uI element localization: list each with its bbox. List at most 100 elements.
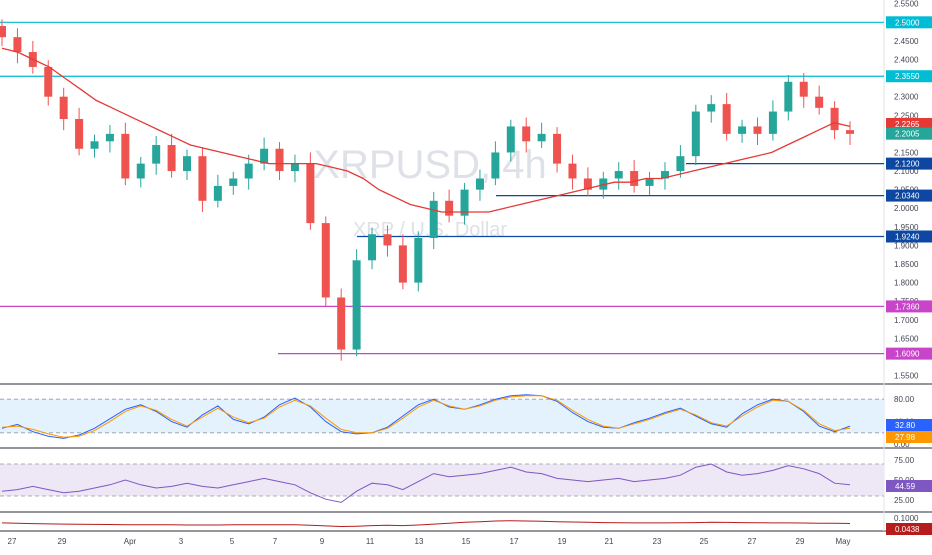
time-axis[interactable]: 27 29 Apr 3 5 7 9 11 13 15 17 19 21 23 25 27 29 May [8, 537, 851, 546]
candle-body [475, 178, 484, 190]
candle-body [630, 171, 639, 186]
indicator-band-fill [0, 464, 884, 496]
time-tick-label: 21 [605, 537, 614, 546]
candle-body [275, 148, 284, 172]
candle-body [0, 26, 6, 38]
candle-body [167, 145, 176, 172]
candle-body [244, 163, 253, 179]
price-tick-label: 1.8500 [894, 260, 919, 269]
candle-body [568, 163, 577, 179]
candle-body [321, 223, 330, 298]
candle-body [738, 126, 747, 134]
stoch-tick-label: 80.00 [894, 395, 915, 404]
candle-body [753, 126, 762, 134]
candle-body [784, 81, 793, 112]
candle-body [676, 156, 685, 172]
candle-body [59, 96, 68, 119]
price-tick-label: 1.6500 [894, 334, 919, 343]
candle-body [460, 189, 469, 216]
candle-body [553, 133, 562, 164]
current-price-tag-bg [886, 127, 932, 140]
indicator-bands [0, 399, 884, 496]
price-level-tag: 2.5000 [895, 18, 920, 27]
stoch-k-tag: 32.80 [895, 421, 916, 430]
rsi-value-tag: 44.59 [895, 482, 916, 491]
price-tick-label: 1.7000 [894, 316, 919, 325]
candle-body [722, 104, 731, 134]
price-level-tag: 1.9240 [895, 232, 920, 241]
time-tick-label: 7 [273, 537, 278, 546]
candle-body [136, 163, 145, 179]
time-tick-label: 29 [58, 537, 67, 546]
stoch-d-tag: 27.98 [895, 433, 916, 442]
candle-body [198, 156, 207, 201]
time-tick-label: 17 [510, 537, 519, 546]
time-tick-label: 19 [558, 537, 567, 546]
candle-body [537, 133, 546, 142]
candle-body [414, 237, 423, 283]
time-tick-label: May [835, 537, 850, 546]
candle-body [260, 148, 269, 164]
price-level-tag-bg [886, 230, 932, 243]
candle-body [352, 260, 361, 350]
indicator-band-fill [0, 399, 884, 433]
macd-value-tag-bg [886, 523, 932, 535]
candle-body [691, 111, 700, 157]
time-tick-label: 13 [415, 537, 424, 546]
candle-body [398, 245, 407, 283]
price-level-tag: 1.6090 [895, 350, 920, 359]
price-tick-label: 2.4000 [894, 55, 919, 64]
indicator-line-d [1, 395, 851, 438]
candle-body [645, 178, 654, 186]
candle-body [44, 66, 53, 97]
candle-body [799, 81, 808, 97]
price-level-tag-bg [886, 157, 932, 170]
price-level-tag: 2.1200 [895, 160, 920, 169]
candle-body [660, 171, 669, 179]
price-tick-label: 1.5500 [894, 372, 919, 381]
candle-body [491, 152, 500, 179]
candle-body [152, 145, 161, 164]
candle-body [368, 234, 377, 261]
candle-body [522, 126, 531, 142]
candle-body [183, 156, 192, 172]
time-tick-label: 29 [796, 537, 805, 546]
price-level-tag: 2.0340 [895, 192, 920, 201]
macd-panel [1, 520, 851, 528]
candle-body [830, 107, 839, 131]
candle-body [614, 171, 623, 179]
price-tick-label: 2.2500 [894, 111, 919, 120]
stoch-k-tag-bg [886, 419, 932, 431]
current-price-tag-bg [886, 118, 932, 131]
current-price-tag: 2.2005 [895, 130, 920, 139]
candle-body [75, 118, 84, 149]
candle-body [815, 96, 824, 108]
candle-body [229, 178, 238, 186]
macd-tick-label: 0.1000 [894, 514, 919, 523]
price-tick-label: 2.1000 [894, 167, 919, 176]
candle-body [337, 297, 346, 350]
time-tick-label: 11 [366, 537, 375, 546]
indicator-line-k [1, 394, 851, 439]
candle-body [583, 178, 592, 190]
time-tick-label: Apr [124, 537, 137, 546]
candle-body [105, 133, 114, 142]
price-level-tag-bg [886, 189, 932, 202]
stochastic-panel [0, 394, 884, 439]
candle-body [506, 126, 515, 153]
moving-average-line [1, 47, 851, 213]
candle-body [306, 163, 315, 224]
rsi-value-tag-bg [886, 480, 932, 492]
time-tick-label: 27 [8, 537, 17, 546]
panel-separators [0, 0, 932, 532]
rsi-tick-label: 75.00 [894, 456, 915, 465]
macd-value-tag: 0.0438 [895, 525, 920, 534]
price-level-tag-bg [886, 347, 932, 360]
price-tick-label: 1.9000 [894, 241, 919, 250]
price-level-tag: 1.7360 [895, 302, 920, 311]
price-axis[interactable]: 2.5500 2.4500 2.4000 2.3000 2.2500 2.1500 2.10… [886, 0, 932, 535]
candlestick-series [0, 19, 854, 361]
price-tick-label: 2.5500 [894, 0, 919, 9]
